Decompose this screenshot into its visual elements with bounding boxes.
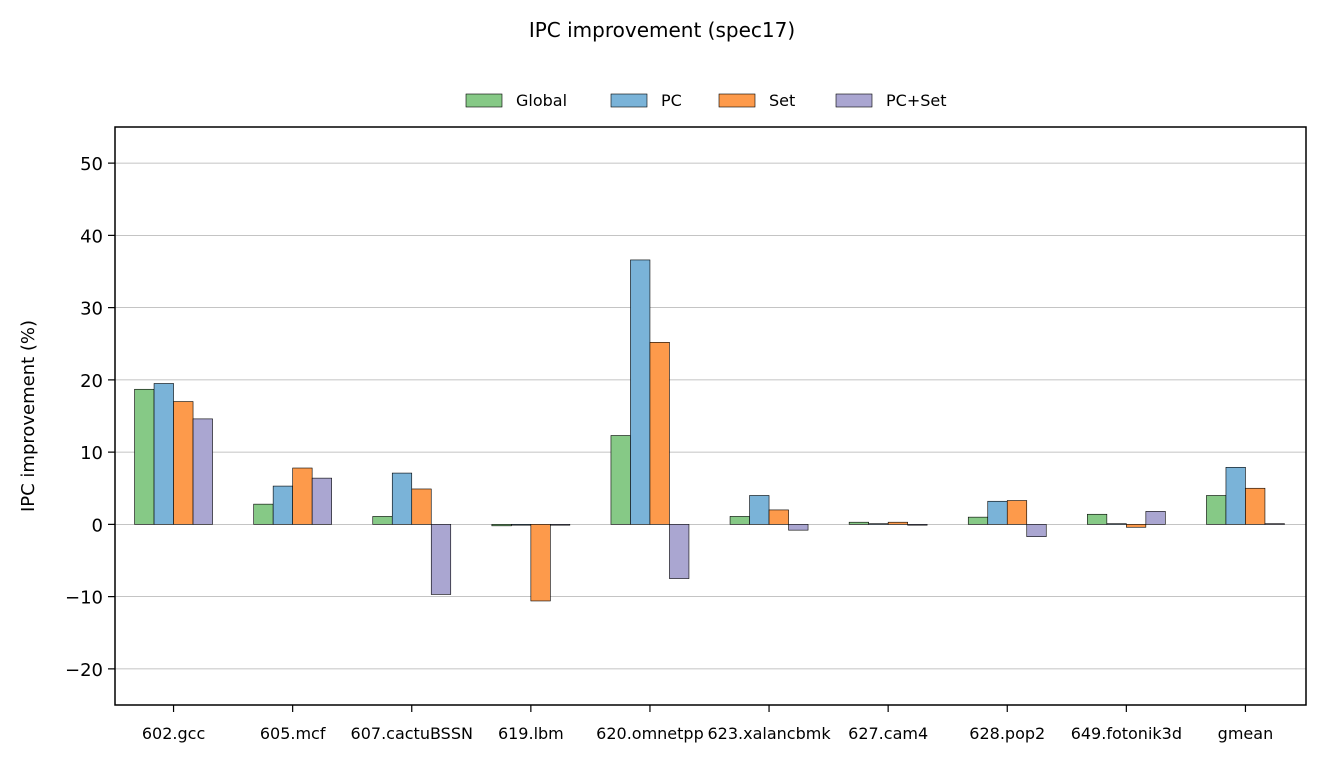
bar-global-619-lbm	[491, 524, 512, 527]
bar-global-627-cam4	[848, 521, 869, 525]
bar-global-620-omnetpp	[610, 435, 631, 525]
bar-global-gmean	[1206, 495, 1227, 525]
bar-global-623-xalancbmk	[729, 516, 750, 525]
legend-swatch	[610, 93, 648, 108]
bar-set-623-xalancbmk	[768, 509, 789, 525]
bar-pc-627-cam4	[868, 523, 889, 525]
x-tick-label: 620.omnetpp	[596, 724, 704, 743]
x-tick-label: 623.xalancbmk	[708, 724, 832, 743]
y-tick-label: 0	[92, 515, 103, 536]
y-tick-label: 10	[80, 443, 103, 464]
bar-pc-set-649-fotonik3d	[1145, 511, 1166, 525]
y-tick-label: 30	[80, 299, 103, 320]
bar-pc-set-605-mcf	[311, 477, 332, 525]
bar-global-605-mcf	[253, 503, 274, 525]
x-tick-label: 649.fotonik3d	[1071, 724, 1182, 743]
bar-global-602-gcc	[134, 388, 155, 525]
bar-pc-set-gmean	[1264, 523, 1285, 525]
bar-set-607-cactuBSSN	[411, 488, 432, 525]
y-tick-label: −10	[65, 588, 103, 609]
y-tick-label: 50	[80, 154, 103, 175]
bar-pc-649-fotonik3d	[1106, 523, 1127, 525]
bar-set-649-fotonik3d	[1126, 524, 1147, 528]
legend-label: PC	[661, 91, 682, 110]
bar-pc-set-619-lbm	[550, 524, 571, 526]
bar-pc-602-gcc	[153, 383, 174, 525]
bar-set-619-lbm	[530, 524, 551, 602]
bar-set-628-pop2	[1006, 500, 1028, 525]
bar-pc-set-602-gcc	[192, 418, 213, 525]
y-tick-label: −20	[65, 660, 103, 681]
bar-pc-620-omnetpp	[630, 259, 651, 525]
y-tick-label: 40	[80, 226, 103, 247]
x-tick-label: 602.gcc	[142, 724, 205, 743]
bar-global-607-cactuBSSN	[372, 516, 393, 525]
bar-pc-set-623-xalancbmk	[788, 524, 809, 531]
y-axis: −20 −10 0 10 20 30 40 50	[65, 154, 115, 681]
x-axis: 602.gcc 605.mcf 607.cactuBSSN 619.lbm 620.om…	[142, 705, 1273, 743]
bar-pc-set-620-omnetpp	[669, 524, 690, 579]
bar-global-649-fotonik3d	[1087, 513, 1108, 525]
bar-set-605-mcf	[292, 467, 313, 525]
bars	[134, 259, 1285, 602]
legend-label: Global	[516, 91, 567, 110]
bar-pc-set-628-pop2	[1026, 524, 1047, 537]
bar-global-628-pop2	[967, 516, 989, 525]
chart-title: IPC improvement (spec17)	[529, 18, 795, 42]
legend-swatch	[465, 93, 503, 108]
legend-label: Set	[769, 91, 795, 110]
grid	[115, 162, 1306, 670]
bar-set-gmean	[1245, 487, 1266, 525]
bar-pc-gmean	[1225, 466, 1246, 525]
y-tick-label: 20	[80, 371, 103, 392]
legend-swatch	[835, 93, 873, 108]
bar-set-620-omnetpp	[649, 342, 670, 525]
bar-pc-set-627-cam4	[907, 524, 928, 526]
legend: Global PC Set PC+Set	[465, 91, 947, 110]
bar-pc-607-cactuBSSN	[391, 472, 413, 525]
bar-pc-628-pop2	[987, 500, 1008, 525]
y-axis-label: IPC improvement (%)	[18, 320, 39, 512]
x-tick-label: 619.lbm	[498, 724, 564, 743]
legend-label: PC+Set	[886, 91, 947, 110]
bar-pc-605-mcf	[272, 485, 293, 525]
x-tick-label: 627.cam4	[848, 724, 928, 743]
x-tick-label: 605.mcf	[260, 724, 326, 743]
x-tick-label: 628.pop2	[969, 724, 1045, 743]
x-tick-label: 607.cactuBSSN	[351, 724, 473, 743]
plot-frame	[114, 126, 1307, 706]
bar-pc-623-xalancbmk	[749, 495, 770, 525]
x-tick-label: gmean	[1218, 724, 1274, 743]
bar-pc-set-607-cactuBSSN	[430, 524, 452, 595]
bar-set-602-gcc	[173, 401, 194, 525]
bar-set-627-cam4	[887, 521, 908, 525]
legend-swatch	[718, 93, 756, 108]
bar-pc-619-lbm	[511, 524, 532, 526]
